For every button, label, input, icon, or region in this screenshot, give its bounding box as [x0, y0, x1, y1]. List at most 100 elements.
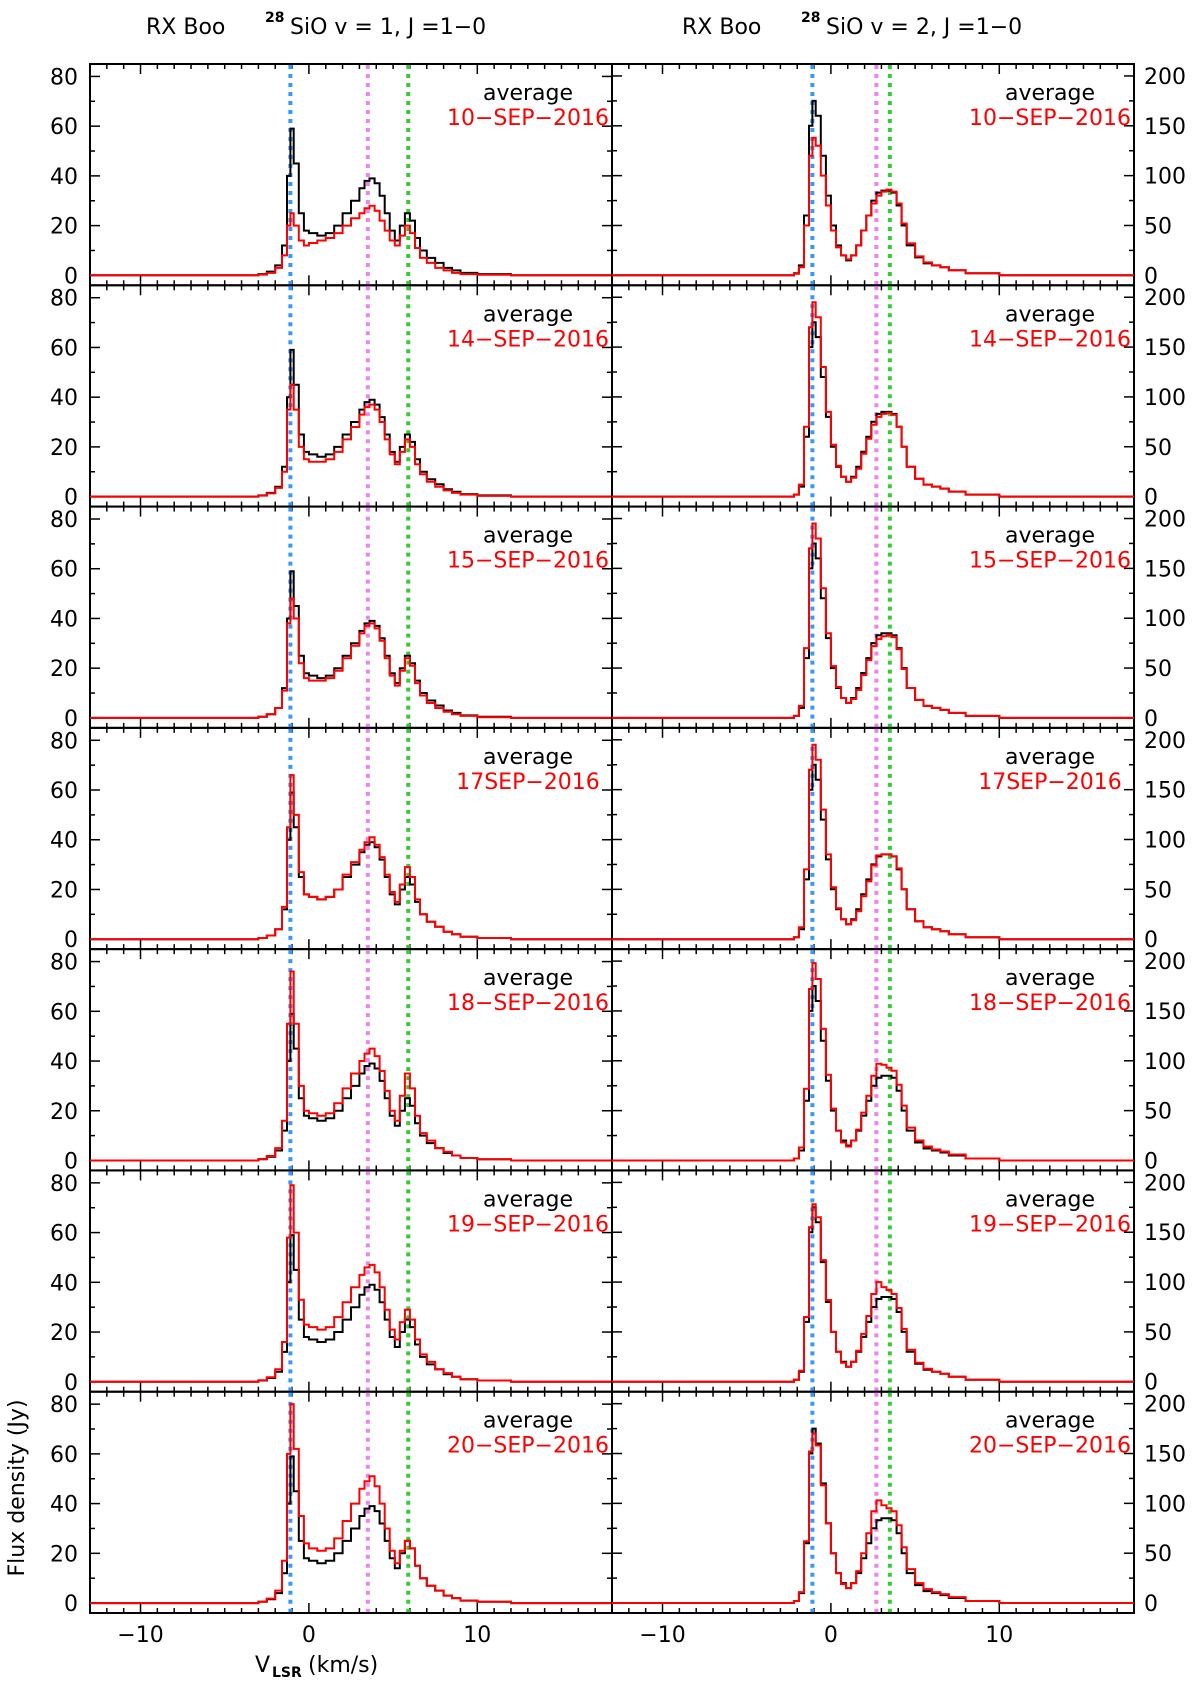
epoch-spectrum-line — [612, 1432, 1134, 1604]
y-tick-label: 20 — [50, 215, 78, 240]
y-tick-label: 40 — [50, 1493, 78, 1518]
y-tick-label: 0 — [1144, 1592, 1158, 1617]
y-tick-label: 80 — [50, 951, 78, 976]
y-tick-label: 0 — [64, 264, 78, 289]
legend-average-label: average — [483, 1409, 573, 1434]
legend-average-label: average — [1005, 745, 1095, 770]
y-tick-label: 50 — [1144, 1100, 1172, 1125]
y-tick-label: 150 — [1144, 336, 1186, 361]
y-tick-label: 60 — [50, 1222, 78, 1247]
y-axis-label: Flux density (Jy) — [5, 1399, 30, 1576]
column-title-right-source: RX Boo — [682, 15, 761, 40]
y-tick-label: 200 — [1144, 1393, 1186, 1418]
y-tick-label: 100 — [1144, 165, 1186, 190]
y-tick-label: 50 — [1144, 214, 1172, 239]
panel-grid: 020406080average10−SEP−2016020406080aver… — [50, 63, 1186, 1648]
legend-average-label: average — [1005, 966, 1095, 991]
legend-average-label: average — [483, 524, 573, 549]
y-tick-label: 20 — [50, 657, 78, 682]
column-title-right: RX Boo 28 SiO v = 2, J =1−0 — [682, 10, 1022, 40]
epoch-spectrum-line — [90, 1403, 612, 1605]
panel-frame — [611, 1390, 1135, 1614]
y-tick-label: 0 — [64, 1371, 78, 1396]
epoch-spectrum-line — [612, 522, 1134, 719]
x-axis-label-subscript: LSR — [272, 1665, 302, 1681]
y-tick-label: 150 — [1144, 1443, 1186, 1468]
y-tick-label: 20 — [50, 1100, 78, 1125]
x-axis-label: V LSR (km/s) — [255, 1653, 378, 1681]
y-tick-label: 20 — [50, 878, 78, 903]
y-tick-label: 150 — [1144, 557, 1186, 582]
y-tick-label: 80 — [50, 1172, 78, 1197]
epoch-spectrum-line — [90, 970, 612, 1162]
legend-epoch-label: 18−SEP−2016 — [447, 991, 609, 1016]
legend-average-label: average — [483, 1187, 573, 1212]
legend-average-label: average — [1005, 302, 1095, 327]
legend-epoch-label: 15−SEP−2016 — [969, 549, 1131, 574]
column-title-left: RX Boo 28 SiO v = 1, J =1−0 — [146, 10, 486, 40]
y-tick-label: 40 — [50, 386, 78, 411]
y-tick-label: 50 — [1144, 1321, 1172, 1346]
y-tick-label: 150 — [1144, 779, 1186, 804]
y-tick-label: 0 — [64, 707, 78, 732]
y-tick-label: 200 — [1144, 508, 1186, 533]
legend-epoch-label: 14−SEP−2016 — [447, 327, 609, 352]
legend-average-label: average — [483, 302, 573, 327]
legend-epoch-label: 19−SEP−2016 — [447, 1212, 609, 1237]
legend-average-label: average — [1005, 1409, 1095, 1434]
y-tick-label: 20 — [50, 1542, 78, 1567]
column-title-left-isotope: 28 — [265, 10, 284, 26]
y-tick-label: 20 — [50, 436, 78, 461]
y-tick-label: 60 — [50, 115, 78, 140]
y-tick-label: 100 — [1144, 386, 1186, 411]
epoch-spectrum-line — [612, 962, 1134, 1162]
y-tick-label: 80 — [50, 287, 78, 312]
y-tick-label: 150 — [1144, 1221, 1186, 1246]
column-title-right-transition: SiO v = 2, J =1−0 — [826, 15, 1022, 40]
y-tick-label: 100 — [1144, 1050, 1186, 1075]
y-tick-label: 0 — [1144, 928, 1158, 953]
legend-epoch-label: 17SEP−2016 — [456, 770, 600, 795]
legend-epoch-label: 17SEP−2016 — [978, 770, 1122, 795]
y-tick-label: 40 — [50, 829, 78, 854]
legend-epoch-label: 19−SEP−2016 — [969, 1212, 1131, 1237]
legend-epoch-label: 15−SEP−2016 — [447, 549, 609, 574]
y-tick-label: 0 — [1144, 1371, 1158, 1396]
epoch-spectrum-line — [612, 301, 1134, 498]
epoch-spectrum-line — [612, 136, 1134, 277]
epoch-spectrum-line — [612, 743, 1134, 941]
legend-average-label: average — [1005, 524, 1095, 549]
x-axis-label-main: V — [255, 1653, 270, 1678]
y-tick-label: 0 — [64, 928, 78, 953]
y-tick-label: 80 — [50, 508, 78, 533]
y-tick-label: 200 — [1144, 950, 1186, 975]
y-tick-label: 60 — [50, 336, 78, 361]
epoch-spectrum-line — [612, 1203, 1134, 1383]
y-tick-label: 100 — [1144, 1492, 1186, 1517]
legend-average-label: average — [483, 745, 573, 770]
average-spectrum-line — [90, 127, 612, 277]
y-tick-label: 40 — [50, 165, 78, 190]
average-spectrum-line — [90, 570, 612, 719]
y-tick-label: 40 — [50, 1271, 78, 1296]
epoch-spectrum-line — [90, 597, 612, 719]
y-tick-label: 150 — [1144, 1000, 1186, 1025]
y-tick-label: 0 — [64, 486, 78, 511]
y-tick-label: 60 — [50, 1443, 78, 1468]
legend-average-label: average — [1005, 1187, 1095, 1212]
y-tick-label: 80 — [50, 1393, 78, 1418]
x-tick-label: −10 — [639, 1623, 685, 1648]
y-tick-label: 60 — [50, 779, 78, 804]
legend-average-label: average — [1005, 81, 1095, 106]
y-tick-label: 0 — [1144, 486, 1158, 511]
